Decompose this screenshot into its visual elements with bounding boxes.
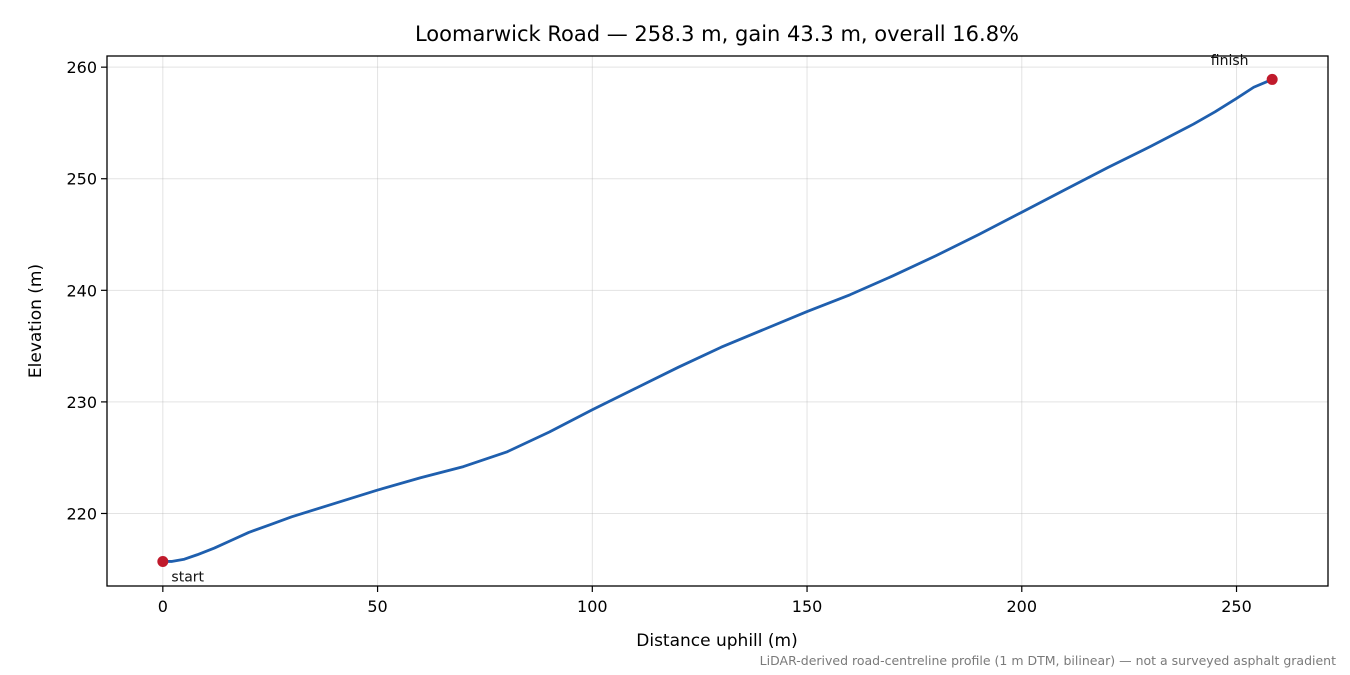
x-tick-label: 250 [1221, 597, 1252, 616]
x-tick-label: 0 [158, 597, 168, 616]
x-tick-label: 100 [577, 597, 608, 616]
y-axis-label: Elevation (m) [26, 264, 46, 378]
axis-ticks: 0 50 100 150 200 250 220 230 240 250 260 [66, 58, 1251, 616]
y-tick-label: 220 [66, 504, 97, 523]
x-tick-label: 200 [1007, 597, 1038, 616]
footnote: LiDAR-derived road-centreline profile (1… [760, 653, 1336, 668]
elevation-line [161, 78, 1274, 563]
series-layer [161, 78, 1274, 563]
start-label: start [171, 570, 204, 586]
annotation-layer: start finish [171, 53, 1248, 586]
finish-point [1266, 73, 1278, 85]
y-tick-label: 250 [66, 170, 97, 189]
marker-layer [157, 73, 1278, 567]
x-tick-label: 50 [367, 597, 387, 616]
plot-frame [106, 55, 1329, 587]
x-tick-label: 150 [792, 597, 823, 616]
y-tick-label: 230 [66, 393, 97, 412]
x-axis-label: Distance uphill (m) [636, 631, 797, 651]
y-tick-label: 240 [66, 281, 97, 300]
finish-label: finish [1211, 53, 1249, 69]
y-tick-label: 260 [66, 58, 97, 77]
grid-lines [107, 56, 1328, 586]
start-point [157, 555, 169, 567]
chart-title: Loomarwick Road — 258.3 m, gain 43.3 m, … [415, 22, 1019, 46]
